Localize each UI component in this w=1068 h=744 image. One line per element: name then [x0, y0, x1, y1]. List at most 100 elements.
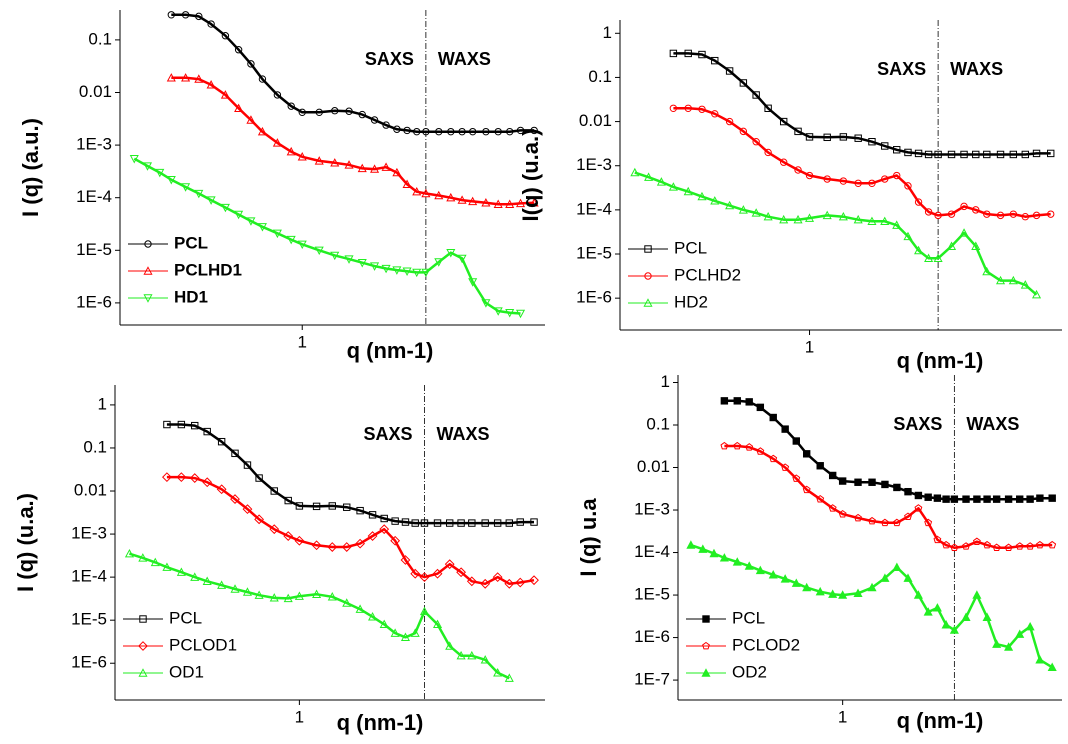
legend-label: HD2	[674, 292, 708, 311]
marker	[284, 496, 292, 505]
y-tick-label: 1	[98, 394, 107, 413]
marker	[314, 246, 324, 256]
marker	[960, 150, 968, 159]
marker	[764, 104, 772, 112]
marker	[914, 149, 923, 158]
marker	[881, 142, 889, 150]
marker	[380, 514, 388, 523]
marker	[904, 512, 912, 520]
marker	[1048, 494, 1056, 502]
marker	[445, 641, 455, 650]
marker	[924, 253, 934, 262]
marker	[328, 502, 336, 510]
y-tick-label: 1E-3	[576, 155, 612, 174]
marker	[880, 573, 890, 582]
y-tick-label: 1E-6	[76, 292, 112, 311]
marker	[294, 591, 304, 600]
y-tick-label: 1E-4	[634, 542, 670, 561]
annotation: WAXS	[966, 414, 1019, 434]
marker	[752, 138, 760, 146]
annotation: SAXS	[893, 414, 942, 434]
marker	[221, 32, 230, 40]
marker	[972, 206, 980, 214]
marker	[421, 268, 431, 278]
marker	[468, 519, 476, 527]
marker	[630, 167, 640, 177]
marker	[854, 179, 862, 187]
legend-label: PCL	[174, 233, 208, 252]
marker	[838, 211, 848, 221]
marker	[272, 229, 282, 239]
marker	[458, 127, 466, 136]
marker	[995, 275, 1006, 285]
marker	[435, 127, 443, 136]
marker	[1035, 540, 1044, 549]
marker	[257, 223, 267, 232]
marker	[686, 540, 696, 549]
x-tick-label: 1	[805, 337, 814, 356]
marker	[932, 603, 942, 612]
y-tick-label: 1E-3	[76, 135, 112, 154]
marker	[286, 235, 296, 245]
marker	[231, 449, 239, 458]
marker	[779, 214, 789, 224]
marker	[697, 191, 707, 201]
marker	[1036, 494, 1044, 502]
marker	[1015, 542, 1024, 550]
marker	[181, 11, 190, 19]
marker	[934, 150, 942, 159]
marker	[138, 668, 148, 677]
marker	[983, 495, 991, 503]
x-tick-label: 1	[295, 707, 304, 726]
marker	[330, 251, 340, 261]
legend-label: PCLHD2	[674, 265, 741, 284]
marker	[839, 133, 848, 141]
marker	[914, 504, 923, 512]
marker	[400, 632, 410, 642]
marker	[1009, 210, 1018, 218]
marker	[794, 166, 802, 174]
marker	[243, 461, 252, 469]
marker	[763, 211, 773, 221]
marker	[294, 535, 305, 546]
marker	[816, 462, 824, 470]
marker	[711, 56, 719, 65]
x-axis-label: q (nm-1)	[337, 710, 424, 735]
marker	[355, 538, 366, 549]
marker	[996, 211, 1005, 220]
y-axis-label: I (q) (a.u.)	[18, 118, 43, 217]
marker	[868, 516, 876, 525]
marker	[1047, 210, 1055, 218]
marker	[791, 578, 801, 587]
marker	[202, 477, 213, 488]
marker	[357, 259, 367, 268]
marker	[515, 577, 526, 588]
series-line	[673, 107, 1051, 218]
legend-label: OD2	[732, 662, 767, 681]
marker	[1032, 149, 1041, 158]
marker	[283, 593, 293, 603]
marker	[947, 210, 956, 218]
marker	[805, 171, 814, 180]
marker	[492, 572, 503, 583]
marker	[493, 307, 503, 316]
marker	[457, 195, 467, 204]
marker	[434, 258, 444, 267]
marker	[297, 240, 307, 250]
marker	[413, 127, 421, 136]
marker	[481, 198, 491, 207]
marker	[419, 572, 430, 583]
marker	[725, 200, 735, 210]
x-axis-label: q (nm-1)	[347, 338, 434, 363]
marker	[962, 495, 970, 503]
marker	[370, 116, 379, 124]
marker	[880, 216, 890, 226]
y-tick-label: 0.01	[579, 111, 612, 130]
marker	[203, 427, 211, 436]
y-tick-label: 1E-3	[634, 500, 670, 519]
marker	[881, 175, 889, 183]
marker	[644, 272, 652, 280]
marker	[494, 127, 502, 136]
panel: 1 0.1 0.01 1E-3 1E-4 1E-5 1E-6 1 q (nm-1) I(q) (u…	[518, 20, 1062, 373]
marker	[434, 190, 444, 200]
